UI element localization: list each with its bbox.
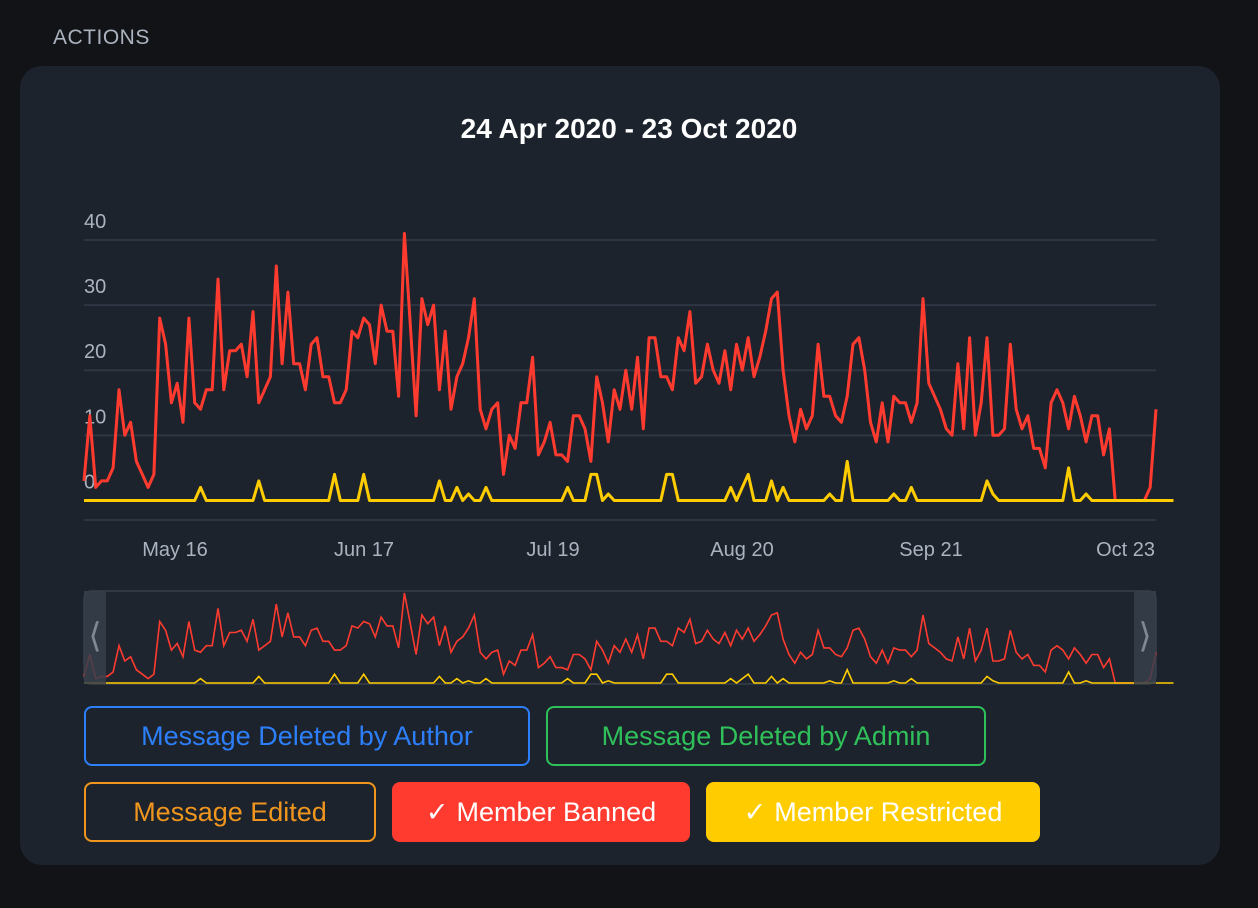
toggle-message-deleted-by-admin[interactable]: Message Deleted by Admin <box>546 706 986 766</box>
x-tick-label: Jul 19 <box>526 539 579 561</box>
navigator-series-layer <box>83 592 1174 685</box>
series-layer <box>82 232 1174 502</box>
x-tick-label: May 16 <box>142 539 208 561</box>
x-tick-label: Jun 17 <box>334 539 394 561</box>
check-icon: ✓ <box>743 796 767 827</box>
chevron-left-icon[interactable]: ⟨ <box>88 616 101 656</box>
navigator-series-member-banned <box>83 592 1157 684</box>
y-tick-label: 0 <box>84 471 95 493</box>
y-tick-label: 30 <box>84 276 106 298</box>
x-axis-ticks: May 16 Jun 17 Jul 19 Aug 20 Sep 21 Oct 23 <box>142 539 1155 561</box>
section-label: ACTIONS <box>53 26 150 49</box>
series-line-member-restricted <box>84 459 1174 502</box>
toggle-label: Message Deleted by Author <box>141 720 473 751</box>
x-tick-label: Oct 23 <box>1096 539 1155 561</box>
navigator-series-member-restricted <box>84 667 1174 685</box>
range-navigator[interactable]: ⟨ ⟩ <box>83 590 1174 685</box>
navigator-right-handle[interactable] <box>1134 591 1156 684</box>
x-tick-label: Sep 21 <box>899 539 962 561</box>
toggle-label: Message Edited <box>133 796 327 827</box>
check-icon: ✓ <box>425 796 449 827</box>
toggle-label: Member Banned <box>456 796 657 827</box>
y-tick-label: 20 <box>84 341 106 363</box>
grid-layer <box>84 239 1156 437</box>
toggle-label: Member Restricted <box>774 796 1003 827</box>
toggle-member-restricted[interactable]: ✓ Member Restricted <box>706 782 1040 842</box>
series-line-member-banned <box>82 232 1158 502</box>
y-tick-label: 10 <box>84 406 106 428</box>
toggle-member-banned[interactable]: ✓ Member Banned <box>392 782 690 842</box>
navigator-left-handle[interactable] <box>84 591 106 684</box>
toggle-message-edited[interactable]: Message Edited <box>84 782 376 842</box>
toggle-label: Message Deleted by Admin <box>601 720 931 751</box>
chevron-right-icon[interactable]: ⟩ <box>1138 616 1151 656</box>
chart-title: 24 Apr 2020 - 23 Oct 2020 <box>460 113 798 144</box>
y-tick-label: 40 <box>84 211 106 233</box>
x-tick-label: Aug 20 <box>710 539 773 561</box>
toggle-message-deleted-by-author[interactable]: Message Deleted by Author <box>84 706 530 766</box>
actions-card <box>20 66 1220 865</box>
